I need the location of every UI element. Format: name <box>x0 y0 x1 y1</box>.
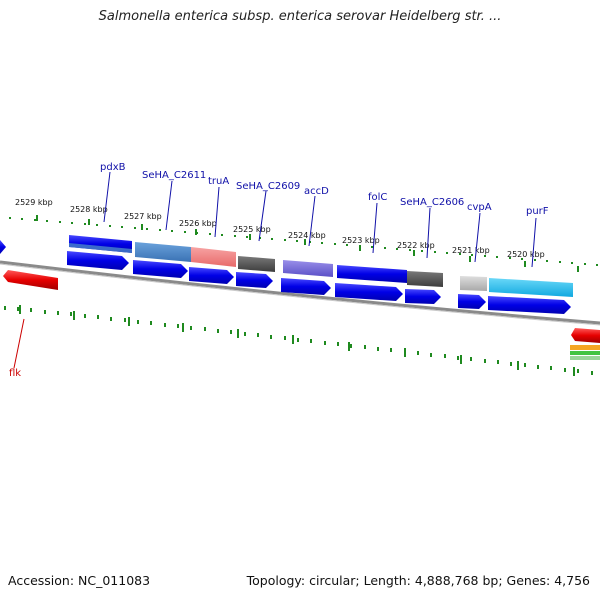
feature-pdxB-annotation-band <box>69 243 132 253</box>
scale-label: 2522 kbp <box>397 241 435 250</box>
genome-backbone-shadow <box>0 263 600 326</box>
scale-label: 2527 kbp <box>124 212 162 221</box>
gene-label-pdxB: pdxB <box>100 162 126 173</box>
cds-arrow <box>281 278 331 295</box>
cds-arrow <box>189 267 234 284</box>
feature-accD-annotation <box>283 260 333 277</box>
right-edge-features <box>570 328 600 360</box>
gene-label-SeHA_C2611: SeHA_C2611 <box>142 170 206 181</box>
scale-label: 2524 kbp <box>288 231 326 240</box>
scale-label: 2523 kbp <box>342 236 380 245</box>
genome-backbone <box>0 260 600 325</box>
feature-SeHA_C2609-annotation <box>238 256 275 272</box>
feature-purF-annotation <box>489 278 573 297</box>
cds-arrow <box>67 251 129 270</box>
feature-cvpA-annotation <box>460 276 487 291</box>
cds-arrow <box>133 260 188 278</box>
cds-arrows <box>0 240 571 314</box>
scale-label: 2521 kbp <box>452 246 490 255</box>
cds-arrow <box>405 289 441 304</box>
feature-row-annotations <box>69 235 573 297</box>
inner-tick-ring <box>4 305 593 376</box>
gene-label-cvpA: cvpA <box>467 202 492 213</box>
scale-label: 2525 kbp <box>233 225 271 234</box>
feature-SeHA_C2606-annotation <box>407 271 443 287</box>
cds-arrow <box>335 283 403 301</box>
gene-label-flk: flk <box>9 368 21 379</box>
feature-folC-annotation <box>337 265 407 283</box>
gene-label-folC: folC <box>368 192 387 203</box>
scale-label: 2520 kbp <box>507 250 545 259</box>
cds-arrow <box>236 272 273 288</box>
feature-flk <box>3 270 58 290</box>
cds-arrow <box>488 296 571 314</box>
scale-label: 2528 kbp <box>70 205 108 214</box>
cds-arrow <box>458 294 486 309</box>
feature-truA-annotation <box>191 247 236 267</box>
gene-label-SeHA_C2609: SeHA_C2609 <box>236 181 300 192</box>
gene-labels: pdxB SeHA_C2611 truA SeHA_C2609 accD fol… <box>9 162 549 379</box>
scale-label: 2529 kbp <box>15 198 53 207</box>
accession-label: Accession: NC_011083 <box>8 573 151 588</box>
gene-label-purF: purF <box>526 206 549 217</box>
map-title: Salmonella enterica subsp. enterica sero… <box>98 9 502 24</box>
feature-SeHA_C2611-annotation <box>135 242 191 262</box>
outer-tick-ring <box>9 215 598 272</box>
scale-labels: 2529 kbp 2528 kbp 2527 kbp 2526 kbp 2525… <box>15 198 545 259</box>
cds-arrow-edge <box>0 240 6 254</box>
scale-label: 2526 kbp <box>179 219 217 228</box>
gene-label-SeHA_C2606: SeHA_C2606 <box>400 197 464 208</box>
gene-label-truA: truA <box>208 176 229 187</box>
gene-label-accD: accD <box>304 186 329 197</box>
topology-summary: Topology: circular; Length: 4,888,768 bp… <box>246 573 590 588</box>
gene-leader-lines <box>13 171 537 369</box>
